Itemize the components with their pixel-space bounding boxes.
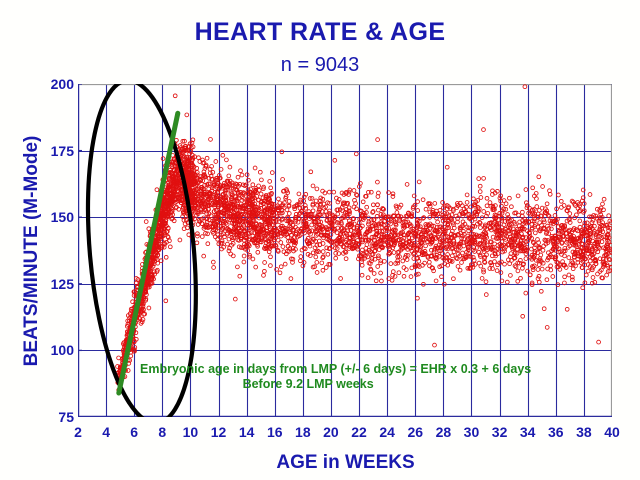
- annotation-line-2: Before 9.2 LMP weeks: [242, 377, 374, 391]
- x-tick-label: 16: [266, 424, 283, 440]
- x-tick-label: 22: [351, 424, 367, 440]
- y-tick-label: 75: [58, 409, 74, 425]
- x-tick-label: 20: [323, 424, 339, 440]
- embryonic-age-annotation: Embryonic age in days from LMP (+/- 6 da…: [140, 362, 531, 392]
- x-tick-label: 6: [130, 424, 139, 440]
- y-tick-label: 100: [50, 342, 74, 359]
- chart-title: HEART RATE & AGE: [194, 18, 446, 46]
- x-tick-label: 28: [435, 424, 452, 440]
- y-tick-label: 175: [50, 142, 74, 159]
- y-tick-label: 150: [50, 209, 74, 226]
- x-tick-label: 30: [463, 424, 480, 440]
- y-tick-label: 200: [50, 76, 74, 92]
- x-tick-label: 4: [102, 424, 110, 440]
- scatter-plot-svg: [78, 84, 612, 417]
- x-tick-label: 40: [604, 424, 620, 440]
- plot-area: 2 4 6 8 10 12 14 16 18 20 22 24 26 28 30 32 34 36 38 40: [74, 84, 620, 440]
- chart-subtitle-sample-size: n = 9043: [280, 54, 360, 76]
- x-tick-label: 34: [519, 424, 536, 440]
- annotation-line-1: Embryonic age in days from LMP (+/- 6 da…: [140, 362, 532, 376]
- y-tick-label: 125: [50, 275, 74, 292]
- x-tick-label: 26: [407, 424, 424, 440]
- x-tick-label: 32: [491, 424, 508, 440]
- x-tick-label: 18: [295, 424, 311, 440]
- x-tick-label: 12: [210, 424, 227, 440]
- x-tick-label: 10: [182, 424, 199, 440]
- x-tick-label: 36: [547, 424, 564, 440]
- x-tick-label: 38: [576, 424, 592, 440]
- x-tick-label: 2: [74, 424, 82, 440]
- x-axis-label: AGE in WEEKS: [276, 452, 415, 473]
- x-tick-label: 14: [238, 424, 255, 440]
- x-tick-label: 8: [158, 424, 167, 440]
- x-tick-label: 24: [379, 424, 395, 440]
